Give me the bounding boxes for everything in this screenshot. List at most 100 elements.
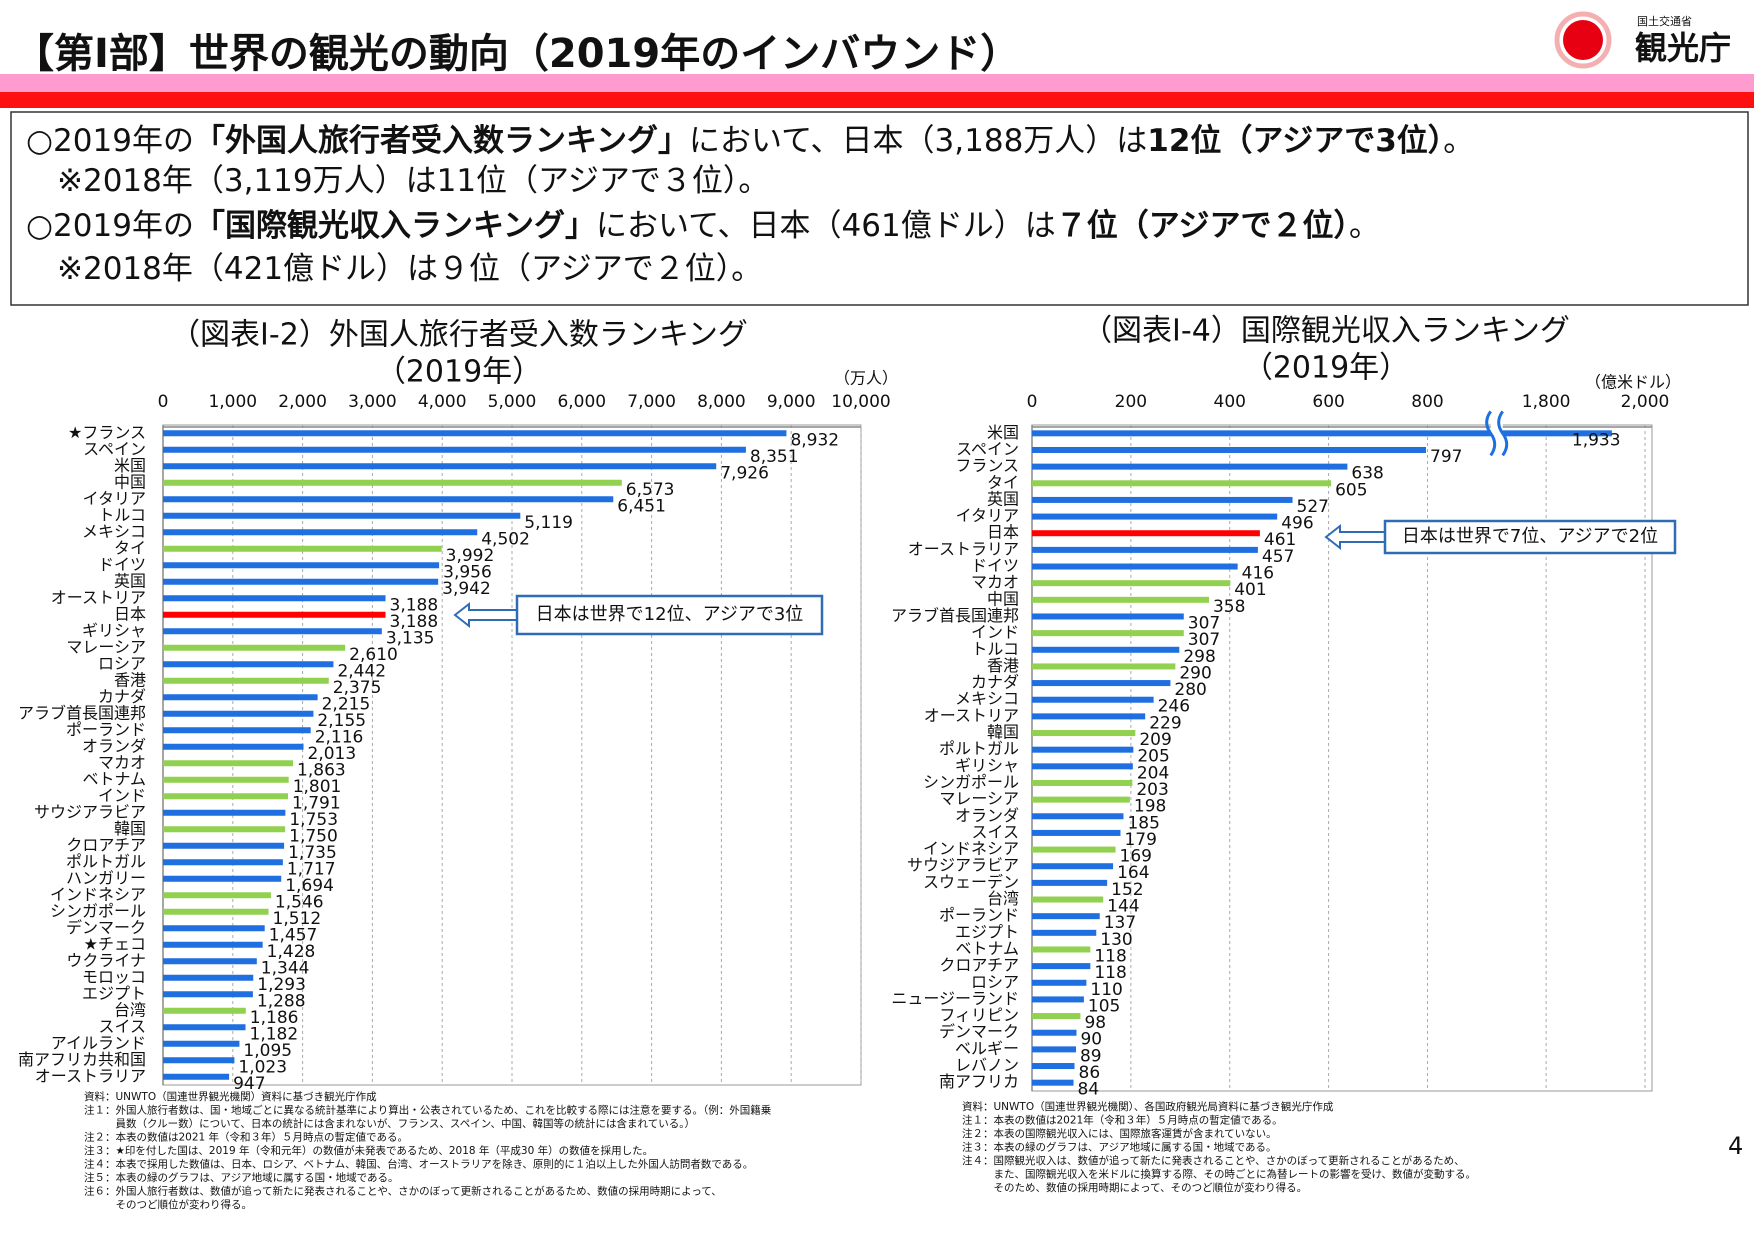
callout-box: [1383, 519, 1677, 555]
bar: [163, 710, 314, 717]
summary-segment: 「外国人旅行者受入数ランキング」: [194, 123, 689, 159]
bar: [1032, 696, 1154, 703]
bar: [1032, 613, 1184, 620]
value-label: 290: [1179, 663, 1211, 683]
value-label: 8,932: [790, 430, 839, 450]
x-tick-label: 5,000: [488, 392, 537, 412]
category-label: ハンガリー: [66, 868, 146, 887]
category-label: カナダ: [971, 673, 1019, 692]
value-label: 461: [1264, 530, 1296, 550]
value-label: 605: [1335, 480, 1367, 500]
category-label: オーストリア: [51, 588, 146, 607]
category-label: ニュージーランド: [891, 989, 1019, 1008]
x-tick-label: 0: [1027, 392, 1038, 412]
value-label: 1,863: [297, 760, 346, 780]
bar: [1032, 813, 1124, 820]
bar: [1032, 646, 1180, 653]
category-label: ポルトガル: [66, 852, 146, 871]
category-label: ベトナム: [955, 939, 1019, 958]
x-tick-label: 400: [1214, 392, 1246, 412]
note: 資料：UNWTO（国連世界観光機関）資料に基づき観光庁作成: [84, 1090, 377, 1103]
bar: [1032, 846, 1116, 853]
summary-segment: ○2019年の: [26, 123, 194, 159]
callout-arrow: [453, 601, 518, 629]
value-label: 1,546: [275, 892, 324, 912]
summary-line: ※2018年（3,119万人）は11位（アジアで３位）。: [26, 163, 769, 199]
bar: [163, 974, 254, 981]
summary-segment: 「国際観光収入ランキング」: [194, 208, 596, 244]
chart-title: （図表Ⅰ-2）外国人旅行者受入数ランキング: [170, 318, 748, 353]
category-label: 米国: [987, 423, 1019, 442]
value-label: 1,750: [289, 826, 338, 846]
value-label: 86: [1079, 1063, 1101, 1083]
x-tick-label: 6,000: [557, 392, 606, 412]
summary-line: ※2018年（421億ドル）は９位（アジアで２位）。: [26, 251, 762, 287]
bar: [1032, 530, 1260, 537]
bar: [1032, 546, 1258, 553]
bar: [163, 644, 346, 651]
bar: [1032, 713, 1146, 720]
callout-text: 日本は世界で12位、アジアで3位: [536, 604, 804, 625]
category-label: タイ: [114, 538, 146, 557]
bar: [1032, 763, 1133, 770]
value-label: 6,573: [626, 480, 675, 500]
bar: [1032, 446, 1427, 453]
x-tick-label: 2,000: [278, 392, 327, 412]
category-label: ギリシャ: [82, 621, 146, 640]
value-label: 3,188: [390, 595, 439, 615]
category-label: トルコ: [971, 639, 1019, 658]
category-label: インド: [98, 786, 146, 805]
category-label: インド: [971, 623, 1019, 642]
value-label: 1,428: [267, 942, 316, 962]
value-label: 1,735: [288, 843, 337, 863]
bar: [163, 661, 334, 668]
x-tick-label: 800: [1411, 392, 1443, 412]
callout-box: [515, 594, 824, 636]
value-label: 144: [1107, 897, 1139, 917]
value-label: 2,610: [349, 645, 398, 665]
category-label: 中国: [987, 589, 1019, 608]
category-label: スイス: [971, 822, 1019, 841]
category-label: デンマーク: [939, 1022, 1019, 1041]
value-label: 2,442: [337, 661, 386, 681]
category-label: イタリア: [83, 489, 146, 508]
note: 注４：国際観光収入は、数値が追って新たに発表されることや、さかのぼって更新される…: [962, 1154, 1465, 1167]
axis-break: [1485, 410, 1509, 457]
bar: [163, 941, 263, 948]
callout-text: 日本は世界で7位、アジアで2位: [1402, 526, 1658, 547]
bar: [1032, 796, 1130, 803]
category-label: タイ: [987, 473, 1019, 492]
category-label: アイルランド: [51, 1033, 146, 1052]
bar: [1032, 1079, 1074, 1086]
value-label: 527: [1297, 497, 1329, 517]
summary-box: [10, 111, 1749, 306]
value-label: 1,288: [257, 991, 306, 1011]
value-label: 1,293: [257, 975, 306, 995]
value-label: 797: [1430, 447, 1462, 467]
x-tick-label: 10,000: [831, 392, 890, 412]
bar: [1032, 480, 1332, 487]
bar: [1032, 746, 1134, 753]
category-label: エジプト: [82, 984, 146, 1003]
category-label: ギリシャ: [955, 756, 1019, 775]
axis-unit: （万人）: [834, 369, 898, 388]
bar: [1032, 913, 1100, 920]
summary-segment: において、日本（461億ドル）は: [596, 208, 1056, 244]
value-label: 1,457: [269, 925, 318, 945]
bar: [163, 826, 286, 833]
logo-circle: [1563, 20, 1603, 60]
note: 員数（クルー数）について、日本の統計には含まれないが、フランス、スペイン、中国、…: [84, 1117, 695, 1130]
bar: [163, 496, 614, 503]
value-label: 4,502: [481, 529, 530, 549]
x-tick-label: 600: [1312, 392, 1344, 412]
category-label: オランダ: [82, 736, 146, 755]
bar: [163, 892, 271, 899]
value-label: 307: [1188, 630, 1220, 650]
category-label: ドイツ: [971, 556, 1019, 575]
summary-segment: ※2018年（3,119万人）は11位（アジアで３位）。: [26, 163, 769, 199]
value-label: 1,023: [238, 1057, 287, 1077]
bar: [163, 958, 257, 965]
value-label: 3,956: [443, 562, 492, 582]
category-label: オーストラリア: [908, 539, 1019, 558]
